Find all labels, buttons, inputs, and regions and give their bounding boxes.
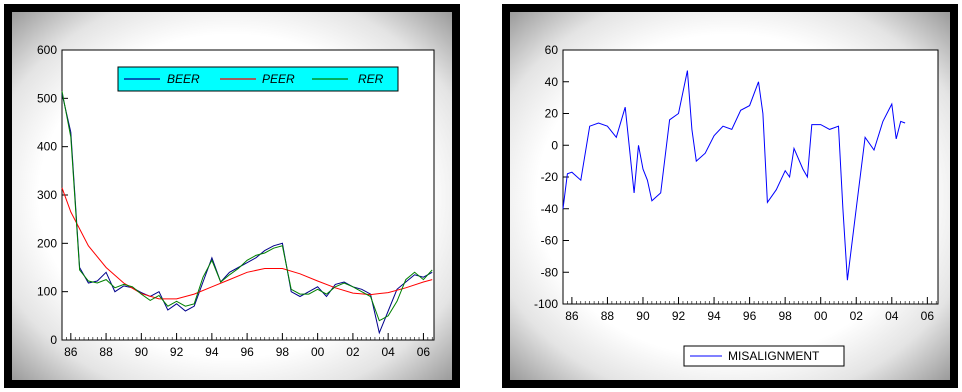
legend-box [683,345,845,367]
x-tick-label: 96 [240,345,254,359]
x-tick-label: 00 [311,345,325,359]
y-tick-label: 500 [37,91,57,105]
y-tick-label: 0 [551,138,558,152]
x-tick-label: 90 [135,345,149,359]
x-tick-label: 04 [381,345,395,359]
series-line-peer [61,187,433,300]
x-tick-label: 86 [565,309,579,323]
exchange-rate-chart: 86 88 90 92 94 96 98 00 02 04 06 0 100 200 300 400 500 60… [37,43,435,359]
y-tick-label: -20 [541,170,559,184]
chart-frame-right: 86 88 90 92 94 96 98 00 02 04 06 60 40 20 0 -20 -40 -60 -8… [502,4,958,388]
x-tick-label: 92 [170,345,184,359]
y-tick-label: 20 [545,107,559,121]
plot-area [562,49,939,305]
y-tick-label: 400 [37,140,57,154]
legend-label-rer: RER [358,72,384,86]
x-tick-label: 90 [636,309,650,323]
x-tick-label: 92 [672,309,686,323]
x-tick-label: 98 [276,345,290,359]
x-tick-label: 06 [417,345,431,359]
x-tick-label: 94 [205,345,219,359]
y-tick-label: -100 [534,297,558,311]
x-tick-label: 86 [64,345,78,359]
legend-label-misalignment: MISALIGNMENT [728,349,820,363]
x-tick-label: 98 [778,309,792,323]
chart-frame-left: 86 88 90 92 94 96 98 00 02 04 06 0 100 200 300 400 500 60… [4,4,460,388]
y-tick-label: -60 [541,234,559,248]
y-tick-label: 300 [37,188,57,202]
plot-area [61,49,435,341]
series-line-rer [61,91,433,322]
x-tick-label: 02 [850,309,864,323]
legend-box [117,66,399,92]
y-tick-label: 0 [50,333,57,347]
series-line-misalignment [562,70,906,281]
x-tick-label: 88 [601,309,615,323]
x-tick-label: 96 [743,309,757,323]
legend-label-beer: BEER [167,72,200,86]
misalignment-chart: 86 88 90 92 94 96 98 00 02 04 06 60 40 20 0 -20 -40 -60 -8… [534,43,939,367]
x-tick-label: 02 [346,345,360,359]
y-tick-label: 600 [37,43,57,57]
y-tick-label: 60 [545,43,559,57]
x-tick-label: 88 [99,345,113,359]
x-tick-label: 04 [885,309,899,323]
x-tick-label: 06 [921,309,935,323]
y-tick-label: -40 [541,202,559,216]
x-tick-label: 00 [814,309,828,323]
y-tick-label: -80 [541,265,559,279]
y-tick-label: 100 [37,285,57,299]
legend-label-peer: PEER [262,72,295,86]
y-tick-label: 200 [37,236,57,250]
y-tick-label: 40 [545,75,559,89]
x-tick-label: 94 [707,309,721,323]
